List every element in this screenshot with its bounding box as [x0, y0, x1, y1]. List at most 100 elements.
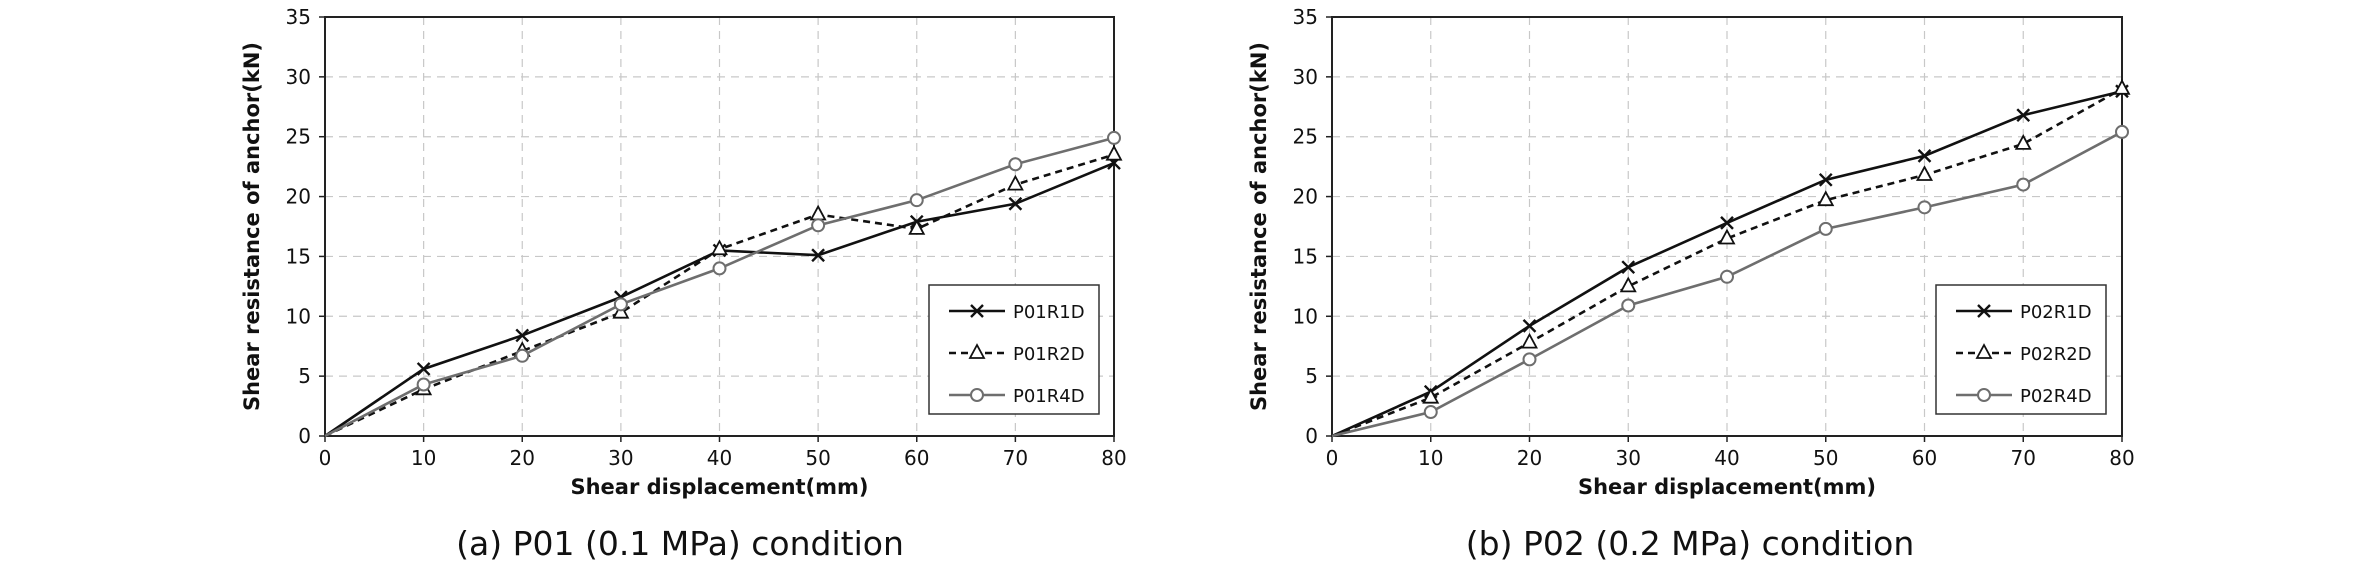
y-axis-title: Shear resistance of anchor(kN)	[240, 42, 264, 411]
x-tick-label: 20	[510, 446, 535, 470]
y-tick-label: 0	[1305, 424, 1318, 448]
y-tick-label: 35	[1293, 5, 1318, 29]
y-tick-label: 20	[286, 185, 311, 209]
y-tick-label: 10	[286, 304, 311, 328]
y-tick-label: 30	[286, 65, 311, 89]
x-tick-label: 70	[1003, 446, 1028, 470]
x-tick-label: 30	[1616, 446, 1641, 470]
data-point	[710, 239, 729, 256]
legend-marker	[1975, 343, 1993, 359]
x-tick-label: 0	[1326, 446, 1339, 470]
y-tick-label: 15	[1293, 244, 1318, 268]
legend-marker	[970, 304, 984, 318]
figure-caption: (a) P01 (0.1 MPa) condition	[456, 524, 904, 563]
data-point	[811, 248, 825, 263]
legend-label: P02R4D	[2020, 386, 2092, 407]
data-point	[1915, 165, 1934, 181]
data-point	[809, 204, 827, 221]
data-point	[2113, 78, 2131, 95]
x-tick-label: 80	[2109, 446, 2134, 470]
y-tick-label: 10	[1293, 304, 1318, 328]
legend-marker	[968, 343, 986, 359]
data-point	[1621, 260, 1636, 275]
chart-panel-b: 0 10 20 30 40 50 60 70 80 0 5 10 15 20 25 30 35 Shear dis…	[1247, 5, 2135, 563]
legend: P02R1D P02R2D P02R4D	[1935, 284, 2107, 415]
data-point	[2014, 133, 2032, 150]
legend-marker	[1977, 304, 1991, 318]
series-P01R4D	[324, 130, 1121, 438]
data-point	[2016, 177, 2031, 192]
data-point	[613, 297, 628, 312]
y-axis-title: Shear resistance of anchor(kN)	[1247, 42, 1271, 411]
data-point	[1718, 228, 1736, 245]
y-tick-label: 30	[1293, 65, 1318, 89]
x-tick-label: 40	[1714, 446, 1739, 470]
x-tick-label: 60	[904, 446, 929, 470]
legend-label: P02R2D	[2020, 344, 2092, 365]
x-axis-title: Shear displacement(mm)	[1578, 475, 1876, 499]
x-tick-label: 20	[1517, 446, 1542, 470]
x-tick-label: 60	[1912, 446, 1937, 470]
data-point	[2115, 124, 2129, 139]
data-point	[515, 328, 530, 343]
data-point	[1621, 298, 1636, 313]
data-point	[1008, 157, 1023, 172]
chart-panel-a: 0 10 20 30 40 50 60 70 80 0 5 10 15 20 25 30 35 Shear dis…	[240, 5, 1127, 563]
data-point	[1422, 387, 1440, 404]
data-point	[1006, 174, 1024, 191]
series-P01R2D	[324, 144, 1123, 438]
data-point	[515, 348, 530, 363]
data-point	[1818, 172, 1833, 187]
data-point	[416, 377, 431, 392]
data-point	[1817, 190, 1835, 207]
data-point	[1619, 276, 1637, 293]
legend-box	[1935, 284, 2107, 415]
legend-label: P01R4D	[1013, 386, 1085, 407]
legend-marker	[970, 388, 984, 402]
series-P02R2D	[1331, 78, 2131, 438]
figure-caption: (b) P02 (0.2 MPa) condition	[1466, 524, 1914, 563]
data-point	[2016, 108, 2031, 123]
data-point	[1008, 196, 1023, 211]
data-point	[1917, 200, 1932, 215]
x-tick-label: 40	[707, 446, 732, 470]
data-point	[1522, 352, 1537, 367]
data-point	[1520, 332, 1539, 349]
legend-label: P01R2D	[1013, 344, 1085, 365]
y-tick-label: 5	[298, 364, 311, 388]
data-point	[712, 261, 727, 276]
x-tick-label: 80	[1101, 446, 1126, 470]
x-tick-label: 30	[608, 446, 633, 470]
x-tick-label: 50	[805, 446, 830, 470]
x-axis-title: Shear displacement(mm)	[570, 475, 868, 499]
legend-marker	[1977, 388, 1991, 402]
series-P02R4D	[1331, 124, 2129, 438]
y-tick-label: 35	[286, 5, 311, 29]
y-tick-label: 5	[1305, 364, 1318, 388]
legend: P01R1D P01R2D P01R4D	[928, 284, 1100, 415]
y-tick-label: 25	[286, 125, 311, 149]
x-tick-label: 10	[411, 446, 436, 470]
data-point	[416, 362, 431, 376]
data-point	[1522, 319, 1537, 333]
x-tick-label: 50	[1813, 446, 1838, 470]
x-tick-label: 10	[1418, 446, 1443, 470]
y-tick-label: 0	[298, 424, 311, 448]
data-point	[1105, 144, 1123, 161]
y-tick-label: 20	[1293, 185, 1318, 209]
data-point	[1818, 221, 1833, 236]
x-tick-label: 70	[2011, 446, 2036, 470]
data-point	[1423, 405, 1438, 420]
legend-label: P01R1D	[1013, 302, 1085, 323]
y-tick-label: 15	[286, 244, 311, 268]
data-point	[909, 193, 924, 208]
y-tick-label: 25	[1293, 125, 1318, 149]
data-point	[1720, 269, 1734, 284]
data-point	[1720, 216, 1734, 230]
data-point	[908, 218, 926, 235]
data-point	[1107, 130, 1121, 145]
legend-label: P02R1D	[2020, 302, 2092, 323]
data-point	[811, 218, 826, 233]
x-tick-label: 0	[319, 446, 332, 470]
